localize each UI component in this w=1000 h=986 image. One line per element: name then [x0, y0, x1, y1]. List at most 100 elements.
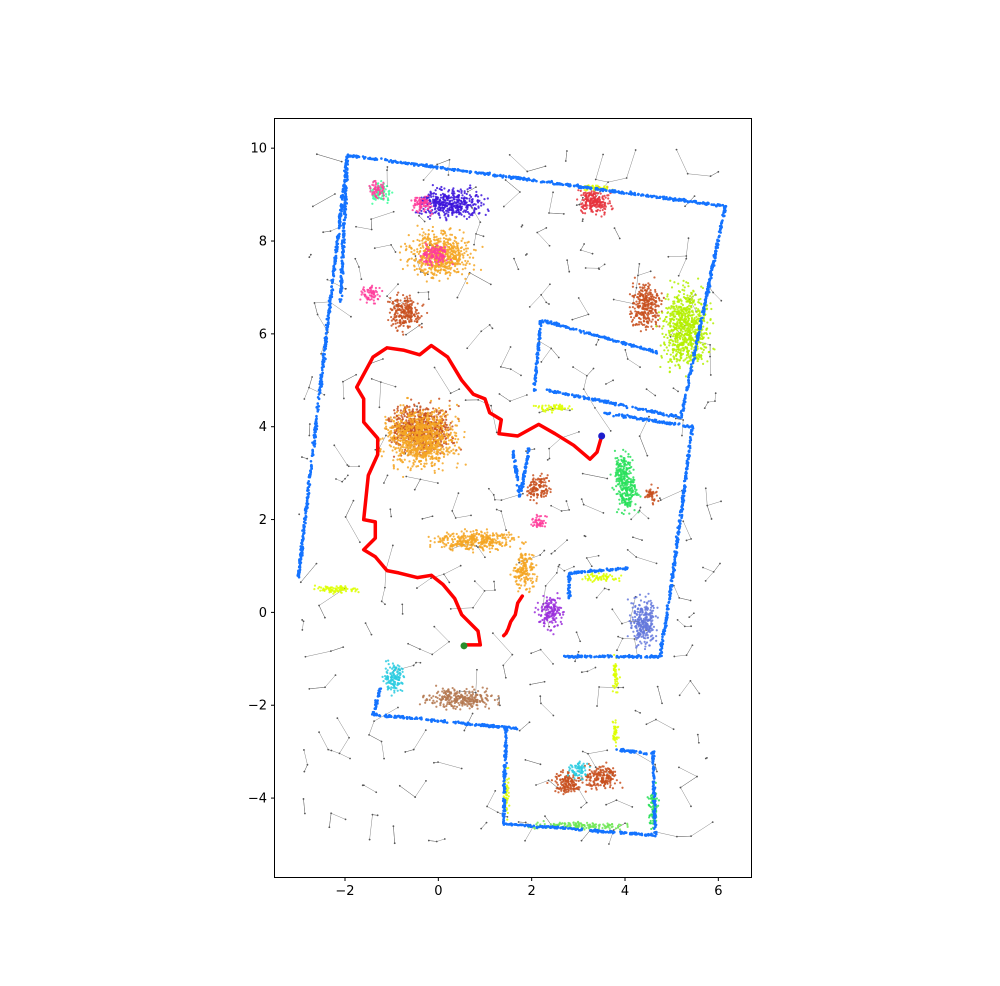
cluster-point [445, 442, 448, 446]
cluster-point [668, 334, 671, 337]
cluster-point [687, 355, 691, 358]
cluster-point [650, 320, 653, 323]
cluster-point [426, 194, 429, 198]
cluster-point [453, 441, 456, 444]
graph-edge [303, 749, 308, 765]
cluster-point [453, 239, 456, 243]
graph-edge [513, 258, 519, 270]
cluster-point [412, 264, 416, 267]
graph-node [573, 565, 575, 568]
cluster-point [583, 212, 587, 215]
cluster-point [655, 292, 659, 295]
cluster-point [376, 293, 379, 296]
cluster-point [631, 285, 635, 288]
cluster-point [435, 210, 438, 213]
cluster-point [449, 242, 452, 246]
cluster-point [638, 286, 642, 289]
cluster-point [397, 302, 400, 306]
cluster-point [457, 198, 461, 201]
cluster-point [447, 271, 451, 274]
cluster-point [443, 187, 446, 190]
graph-node [517, 821, 520, 823]
cluster-point [403, 297, 406, 300]
cluster-point [425, 256, 428, 259]
graph-edge [418, 215, 425, 222]
cluster-point [674, 343, 677, 346]
cluster-point [425, 211, 428, 214]
cluster-point [689, 301, 693, 304]
cluster-point [425, 250, 428, 254]
cluster-point [644, 328, 648, 331]
cluster-point [454, 254, 457, 257]
cluster-point [440, 246, 444, 249]
graph-edge [509, 394, 527, 402]
graph-edge [678, 258, 687, 276]
graph-edge [595, 179, 609, 183]
graph-edge [702, 567, 714, 573]
graph-node [302, 798, 305, 800]
cluster-point [430, 256, 434, 259]
graph-node [436, 163, 439, 166]
cluster-point [377, 298, 380, 301]
graph-node [605, 383, 607, 385]
graph-node [552, 714, 555, 717]
cluster-point [472, 203, 475, 207]
cluster-point [669, 358, 672, 361]
cluster-point [595, 206, 598, 209]
cluster-point [710, 307, 713, 311]
cluster-point [430, 266, 433, 269]
cluster-point [445, 259, 448, 262]
cluster-point [584, 207, 587, 211]
graph-edge [531, 649, 541, 654]
graph-node [560, 510, 563, 512]
graph-node [326, 278, 329, 281]
cluster-point [451, 257, 454, 260]
graph-node [311, 376, 314, 378]
cluster-point [666, 295, 669, 298]
graph-edge [309, 424, 311, 436]
graph-edge [383, 475, 388, 484]
cluster-point [418, 250, 421, 254]
graph-edge [594, 407, 611, 432]
cluster-point [458, 262, 462, 266]
cluster-point [410, 312, 414, 315]
graph-node [470, 514, 472, 517]
graph-edge [393, 665, 414, 671]
graph-node [460, 767, 463, 770]
cluster-point [421, 242, 424, 245]
graph-edge [304, 764, 308, 772]
graph-node [526, 170, 529, 173]
cluster-point [689, 314, 692, 317]
cluster-point [705, 327, 708, 331]
graph-node [433, 366, 436, 369]
cluster-point [448, 274, 452, 277]
cluster-point [438, 410, 441, 413]
graph-edge [704, 402, 709, 409]
graph-node [674, 417, 677, 420]
graph-edge [709, 356, 712, 375]
cluster-point [682, 296, 686, 299]
cluster-point [402, 475, 405, 479]
cluster-point [463, 191, 466, 195]
cluster-point [442, 236, 446, 240]
graph-edge [565, 151, 568, 162]
cluster-point [428, 217, 431, 220]
cluster-point [479, 268, 483, 271]
cluster-point [676, 341, 679, 344]
cluster-point [692, 299, 696, 302]
cluster-point [589, 197, 592, 200]
cluster-point [658, 299, 661, 302]
graph-node [496, 811, 499, 814]
cluster-point [428, 194, 431, 197]
cluster-point [669, 324, 672, 328]
cluster-point [426, 235, 429, 238]
cluster-point [403, 242, 407, 245]
graph-edge [572, 314, 589, 320]
cluster-point [428, 257, 431, 260]
graph-edge [636, 275, 639, 288]
cluster-point [382, 192, 385, 195]
cluster-point [402, 310, 406, 313]
graph-edge [473, 233, 477, 245]
graph-edge [596, 686, 600, 707]
cluster-point [399, 245, 403, 248]
